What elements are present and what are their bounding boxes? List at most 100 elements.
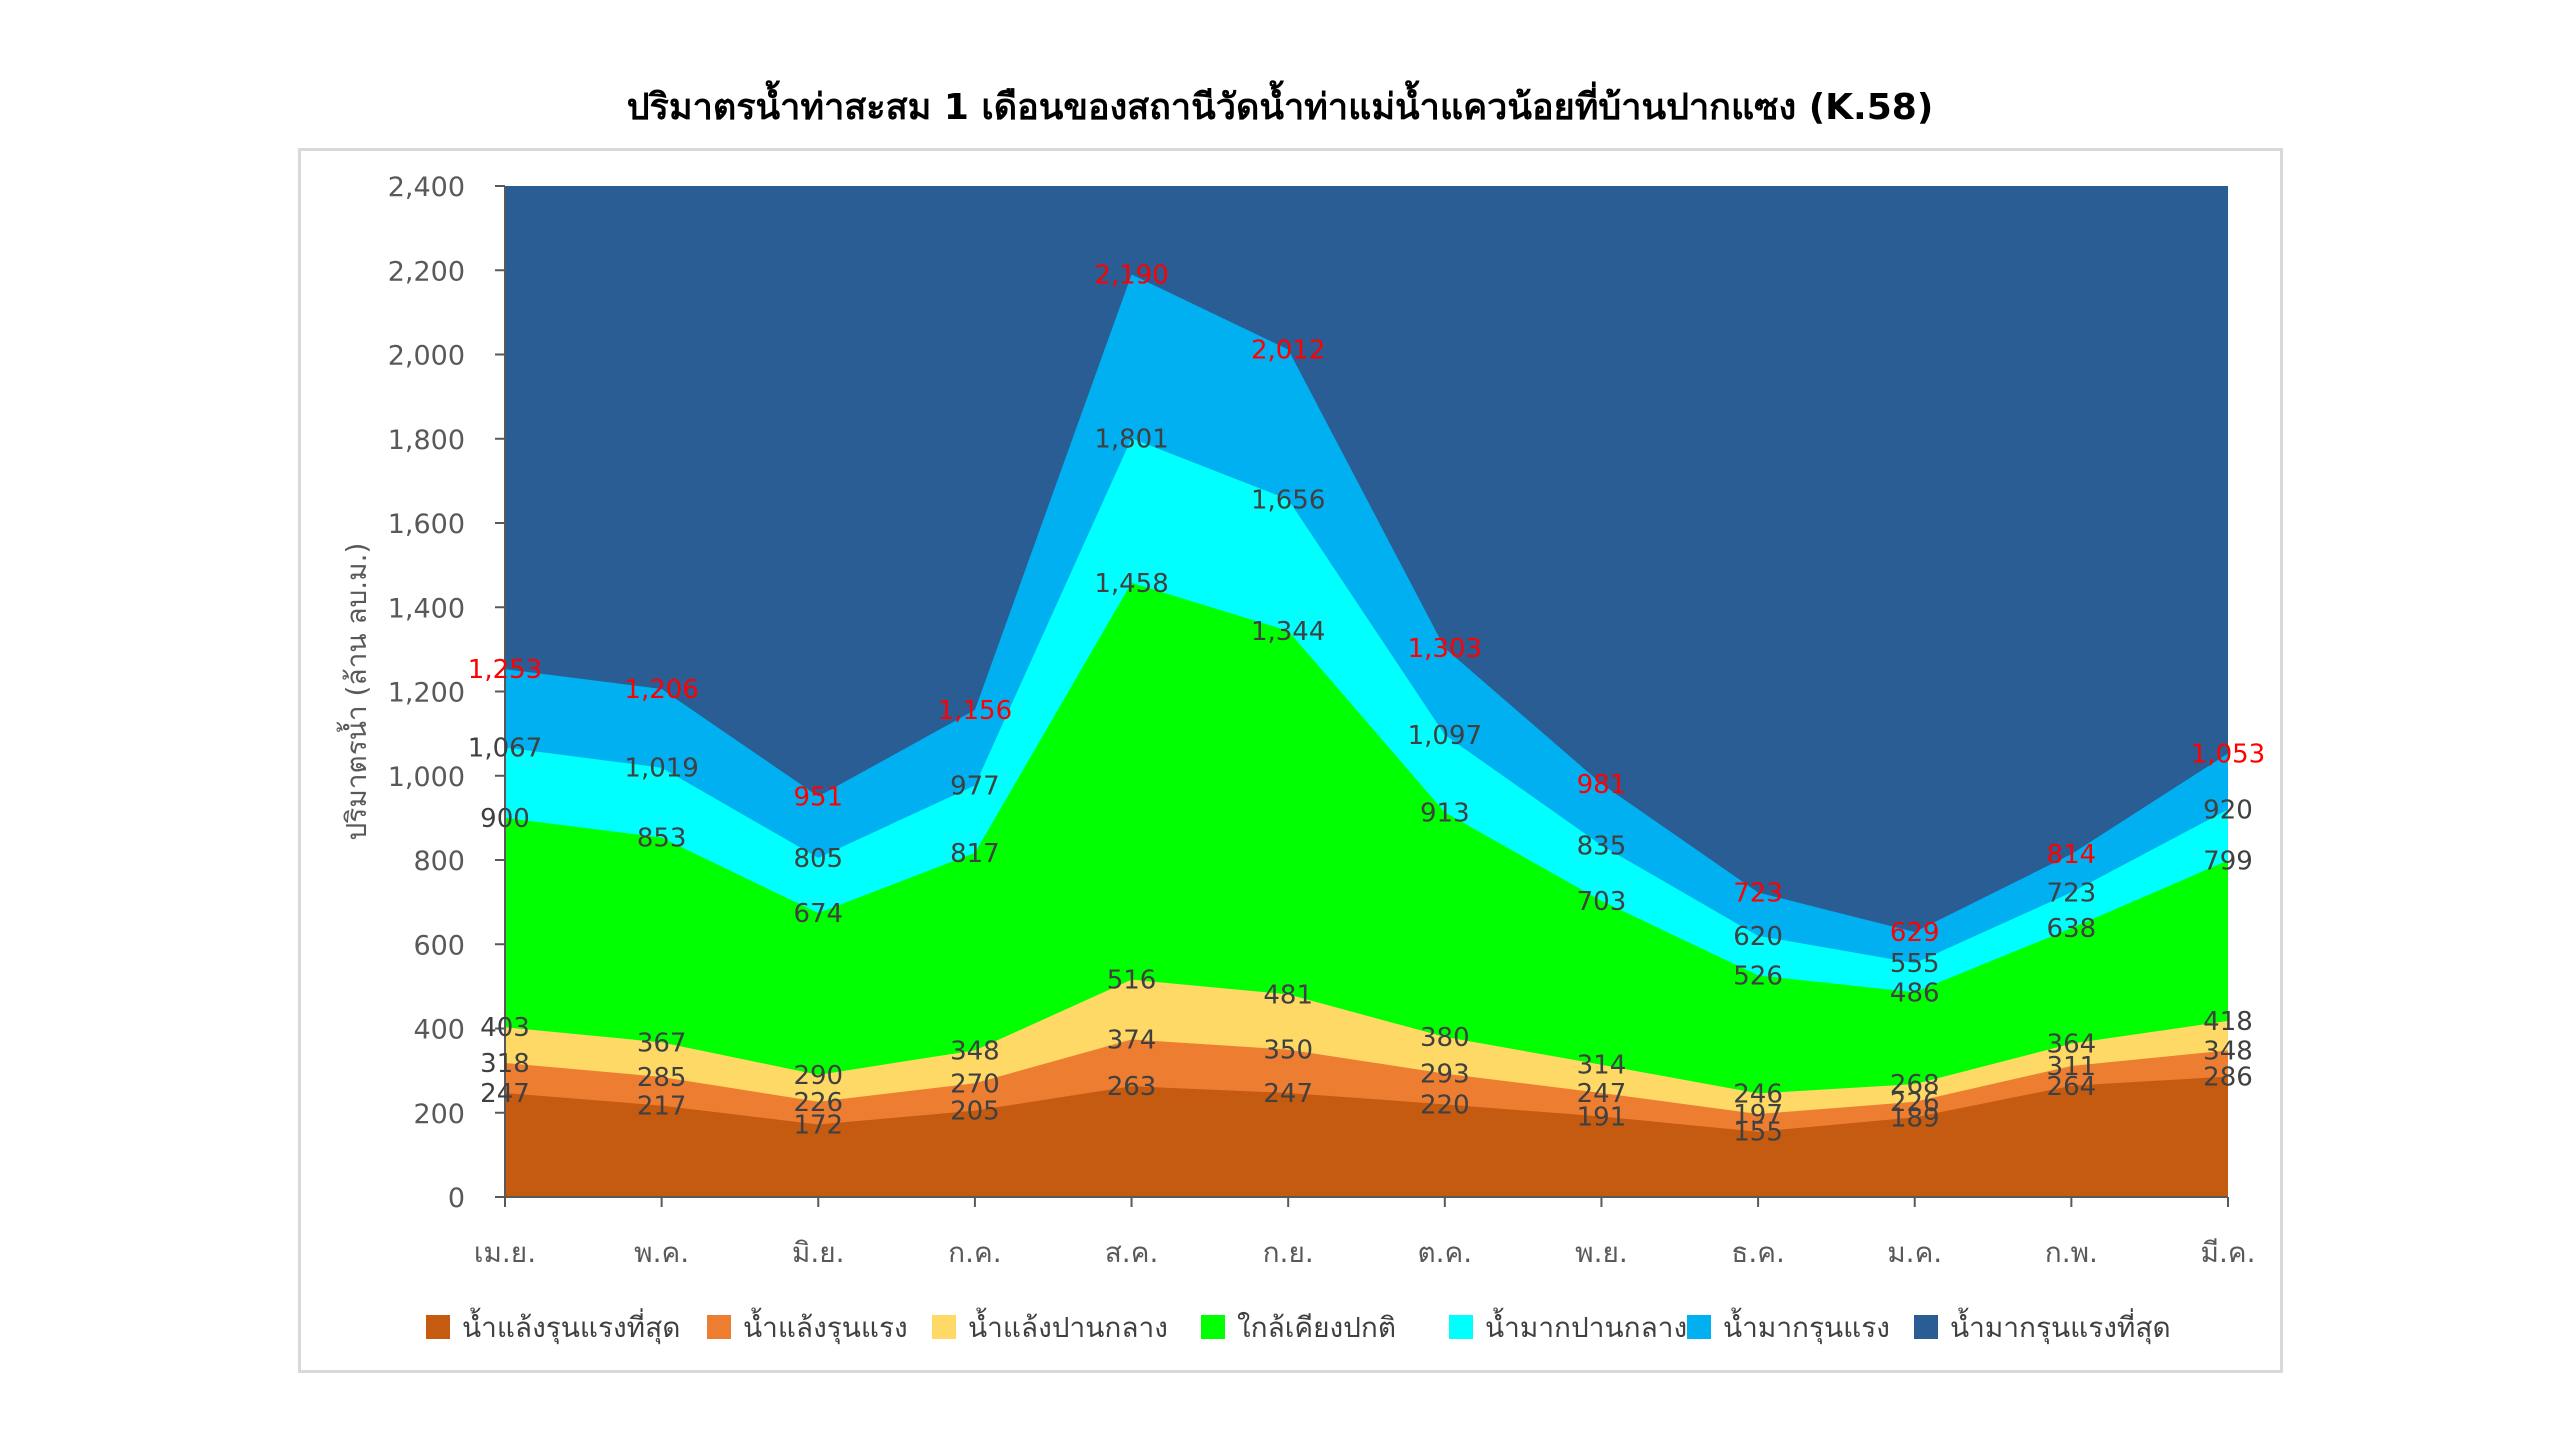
y-tick-label-12: 2,400 [388, 172, 465, 203]
data-label-s5-11: 1,053 [2191, 739, 2265, 769]
data-label-s2-5: 481 [1263, 980, 1313, 1010]
data-label-s4-0: 1,067 [468, 734, 542, 764]
data-label-s0-4: 263 [1107, 1072, 1157, 1102]
y-tick-label-10: 2,000 [388, 341, 465, 372]
data-label-s5-8: 723 [1733, 878, 1783, 908]
data-label-s4-8: 620 [1733, 922, 1783, 952]
data-label-s1-0: 318 [480, 1049, 530, 1079]
data-label-s5-0: 1,253 [468, 655, 542, 685]
data-label-s0-2: 172 [793, 1111, 843, 1141]
data-label-s1-8: 197 [1733, 1100, 1783, 1130]
data-label-s2-9: 268 [1890, 1070, 1940, 1100]
legend-swatch-5 [1687, 1315, 1711, 1339]
y-tick-label-3: 600 [413, 930, 465, 961]
y-tick-label-7: 1,400 [388, 593, 465, 624]
data-label-s1-7: 247 [1577, 1079, 1627, 1109]
data-label-s4-3: 977 [950, 771, 1000, 801]
data-label-s3-6: 913 [1420, 798, 1470, 828]
data-label-s1-3: 270 [950, 1069, 1000, 1099]
data-label-s1-1: 285 [637, 1063, 687, 1093]
chart-frame [298, 148, 2283, 1373]
legend-label-3: ใกล้เคียงปกติ [1237, 1311, 1396, 1344]
data-label-s0-3: 205 [950, 1097, 1000, 1127]
data-label-s4-1: 1,019 [624, 754, 698, 784]
data-label-s3-4: 1,458 [1094, 569, 1168, 599]
data-label-s2-11: 418 [2203, 1007, 2253, 1037]
legend-label-6: น้ำมากรุนแรงที่สุด [1950, 1307, 2171, 1345]
x-tick-label-4: ส.ค. [1105, 1236, 1159, 1269]
x-tick-label-1: พ.ค. [634, 1236, 689, 1269]
data-label-s3-2: 674 [793, 899, 843, 929]
data-label-s0-9: 189 [1890, 1103, 1940, 1133]
series-area-0 [505, 1076, 2228, 1197]
x-tick-label-6: ต.ค. [1417, 1236, 1472, 1269]
data-label-s2-2: 290 [793, 1061, 843, 1091]
data-label-s3-0: 900 [480, 804, 530, 834]
legend-swatch-6 [1914, 1315, 1938, 1339]
data-label-s3-3: 817 [950, 839, 1000, 869]
data-label-s3-9: 486 [1890, 978, 1940, 1008]
data-label-s5-3: 1,156 [938, 696, 1012, 726]
data-label-s0-8: 155 [1733, 1118, 1783, 1148]
data-label-s1-6: 293 [1420, 1060, 1470, 1090]
x-tick-label-9: ม.ค. [1887, 1236, 1942, 1269]
data-label-s0-7: 191 [1577, 1103, 1627, 1133]
legend-swatch-3 [1201, 1315, 1225, 1339]
y-tick-label-6: 1,200 [388, 678, 465, 709]
data-label-s5-5: 2,012 [1251, 335, 1325, 365]
data-label-s1-5: 350 [1263, 1036, 1313, 1066]
data-label-s4-9: 555 [1890, 949, 1940, 979]
data-label-s1-9: 226 [1890, 1088, 1940, 1118]
data-label-s3-5: 1,344 [1251, 617, 1325, 647]
data-label-s0-6: 220 [1420, 1090, 1470, 1120]
y-tick-label-9: 1,800 [388, 425, 465, 456]
data-label-s5-6: 1,303 [1408, 634, 1482, 664]
x-tick-label-8: ธ.ค. [1731, 1236, 1785, 1269]
y-tick-label-0: 0 [448, 1183, 465, 1214]
data-label-s0-5: 247 [1263, 1079, 1313, 1109]
legend-swatch-0 [426, 1315, 450, 1339]
data-label-s3-10: 638 [2047, 914, 2097, 944]
data-label-s5-1: 1,206 [624, 675, 698, 705]
x-tick-label-2: มิ.ย. [792, 1236, 845, 1269]
data-label-s4-10: 723 [2047, 878, 2097, 908]
legend-label-2: น้ำแล้งปานกลาง [968, 1307, 1168, 1344]
x-tick-label-5: ก.ย. [1263, 1236, 1314, 1269]
data-label-s2-0: 403 [480, 1013, 530, 1043]
data-label-s4-7: 835 [1577, 831, 1627, 861]
data-label-s1-10: 311 [2047, 1052, 2097, 1082]
data-label-s2-6: 380 [1420, 1023, 1470, 1053]
x-tick-label-11: มี.ค. [2201, 1236, 2256, 1269]
y-tick-label-11: 2,200 [388, 256, 465, 287]
data-label-s1-11: 348 [2203, 1036, 2253, 1066]
data-label-s5-4: 2,190 [1094, 260, 1168, 290]
series-area-3 [505, 582, 2228, 1197]
data-label-s2-8: 246 [1733, 1079, 1783, 1109]
data-label-s4-2: 805 [793, 844, 843, 874]
data-label-s4-11: 920 [2203, 795, 2253, 825]
y-tick-label-2: 400 [413, 1015, 465, 1046]
legend-label-5: น้ำมากรุนแรง [1723, 1307, 1890, 1345]
data-label-s4-6: 1,097 [1408, 721, 1482, 751]
legend-swatch-2 [932, 1315, 956, 1339]
x-tick-label-3: ก.ค. [948, 1236, 1001, 1269]
data-label-s4-5: 1,656 [1251, 485, 1325, 515]
data-label-s5-10: 814 [2047, 840, 2097, 870]
data-label-s2-7: 314 [1577, 1051, 1627, 1081]
data-label-s5-7: 981 [1577, 770, 1627, 800]
legend-label-0: น้ำแล้งรุนแรงที่สุด [462, 1307, 680, 1345]
data-label-s3-11: 799 [2203, 846, 2253, 876]
data-label-s1-4: 374 [1107, 1025, 1157, 1055]
x-tick-label-7: พ.ย. [1575, 1236, 1628, 1269]
data-label-s5-2: 951 [793, 782, 843, 812]
y-tick-label-1: 200 [413, 1099, 465, 1130]
legend-swatch-1 [707, 1315, 731, 1339]
x-tick-label-10: ก.พ. [2045, 1236, 2098, 1269]
data-label-s5-9: 629 [1890, 918, 1940, 948]
data-label-s0-10: 264 [2047, 1072, 2097, 1102]
data-label-s2-10: 364 [2047, 1030, 2097, 1060]
data-label-s3-7: 703 [1577, 887, 1627, 917]
data-label-s2-4: 516 [1107, 966, 1157, 996]
data-label-s0-11: 286 [2203, 1063, 2253, 1093]
